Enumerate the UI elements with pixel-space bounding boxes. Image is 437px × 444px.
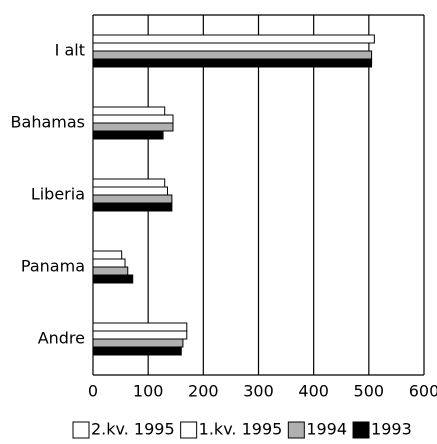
bar: [92, 34, 375, 44]
legend-swatch: [72, 421, 90, 439]
bar: [92, 346, 182, 356]
bar: [92, 178, 166, 188]
x-tick-label: 600: [409, 382, 437, 401]
bar: [92, 186, 168, 196]
category-label: Bahamas: [11, 113, 85, 132]
category-label: Liberia: [31, 185, 85, 204]
x-tick-label: 100: [133, 382, 164, 401]
bar: [92, 250, 123, 260]
bar: [92, 202, 173, 212]
category-label: Andre: [38, 329, 85, 348]
bar: [92, 122, 174, 132]
legend-label: 1994: [306, 420, 347, 439]
bar: [92, 130, 164, 140]
legend-label: 1993: [371, 420, 412, 439]
legend-swatch: [352, 421, 370, 439]
bar: [92, 338, 184, 348]
bar: [92, 106, 166, 116]
category-label: Panama: [21, 257, 85, 276]
bar: [92, 274, 134, 284]
x-tick-label: 200: [188, 382, 219, 401]
bar: [92, 266, 129, 276]
legend-swatch: [287, 421, 305, 439]
x-tick-label: 300: [243, 382, 274, 401]
x-tick-label: 400: [298, 382, 329, 401]
x-tick-label: 500: [354, 382, 385, 401]
x-tick-label: 0: [88, 382, 98, 401]
bar: [92, 322, 188, 332]
bar: [92, 114, 174, 124]
legend-swatch: [180, 421, 198, 439]
legend-label: 1.kv. 1995: [199, 420, 283, 439]
bar: [92, 330, 188, 340]
bar: [92, 58, 373, 68]
bar: [92, 194, 173, 204]
legend-label: 2.kv. 1995: [91, 420, 175, 439]
bar: [92, 50, 373, 60]
bar: [92, 42, 370, 52]
bar: [92, 258, 126, 268]
category-label: I alt: [55, 41, 85, 60]
